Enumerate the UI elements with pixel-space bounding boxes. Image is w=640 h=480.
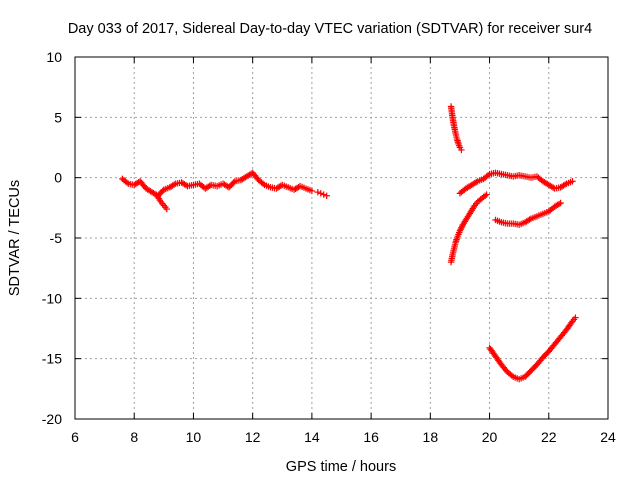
data-point: [458, 224, 465, 231]
data-point: [569, 178, 576, 185]
series-track-6: [456, 169, 576, 197]
data-point: [481, 192, 489, 199]
data-point: [457, 226, 464, 233]
data-point: [320, 191, 327, 198]
y-tick-label: -15: [42, 351, 62, 367]
x-tick-label: 12: [245, 429, 261, 445]
x-tick-label: 10: [186, 429, 202, 445]
x-tick-label: 14: [304, 429, 320, 445]
series-track-3: [314, 188, 330, 199]
data-points: [119, 103, 579, 383]
data-point: [317, 190, 324, 197]
data-point: [123, 179, 131, 186]
x-tick-label: 8: [130, 429, 138, 445]
data-point: [259, 180, 267, 187]
x-axis-label: GPS time / hours: [286, 459, 396, 475]
tick-labels: 6 8 10 12 14 16 18 20 22 24 10 5 0 -5 -10 -15 -20: [42, 49, 616, 445]
data-point: [561, 181, 569, 188]
data-point: [572, 314, 579, 321]
x-tick-label: 22: [541, 429, 557, 445]
y-tick-label: -10: [42, 290, 62, 306]
y-tick-label: 0: [54, 170, 62, 186]
data-point: [557, 199, 564, 207]
y-axis-label: SDTVAR / TECUs: [7, 180, 23, 296]
plot-frame: [74, 56, 609, 420]
data-point: [308, 187, 316, 195]
data-point: [508, 372, 515, 379]
data-point: [568, 319, 575, 326]
data-point: [170, 181, 178, 188]
x-tick-label: 18: [423, 429, 439, 445]
x-tick-label: 24: [600, 429, 616, 445]
grid: [75, 57, 608, 419]
data-point: [458, 146, 465, 154]
data-point: [473, 178, 480, 186]
series-track-8: [486, 314, 579, 383]
data-point: [484, 172, 492, 179]
data-point: [323, 192, 330, 199]
chart-title: Day 033 of 2017, Sidereal Day-to-day VTE…: [68, 21, 592, 37]
data-point: [314, 188, 322, 196]
series-track-4: [447, 103, 465, 154]
data-point: [555, 200, 563, 208]
series-track-1: [119, 169, 316, 199]
series-track-2: [154, 193, 170, 213]
data-point: [163, 205, 170, 213]
x-tick-label: 6: [71, 429, 79, 445]
data-point: [456, 227, 464, 234]
y-tick-label: 5: [54, 109, 62, 125]
y-tick-label: -5: [50, 230, 63, 246]
x-tick-label: 16: [363, 429, 379, 445]
data-point: [526, 216, 533, 223]
series-track-7: [492, 199, 564, 228]
y-tick-label: 10: [46, 49, 62, 65]
series-track-5: [447, 191, 490, 266]
x-tick-label: 20: [482, 429, 498, 445]
y-tick-label: -20: [42, 411, 62, 427]
data-point: [483, 191, 490, 198]
